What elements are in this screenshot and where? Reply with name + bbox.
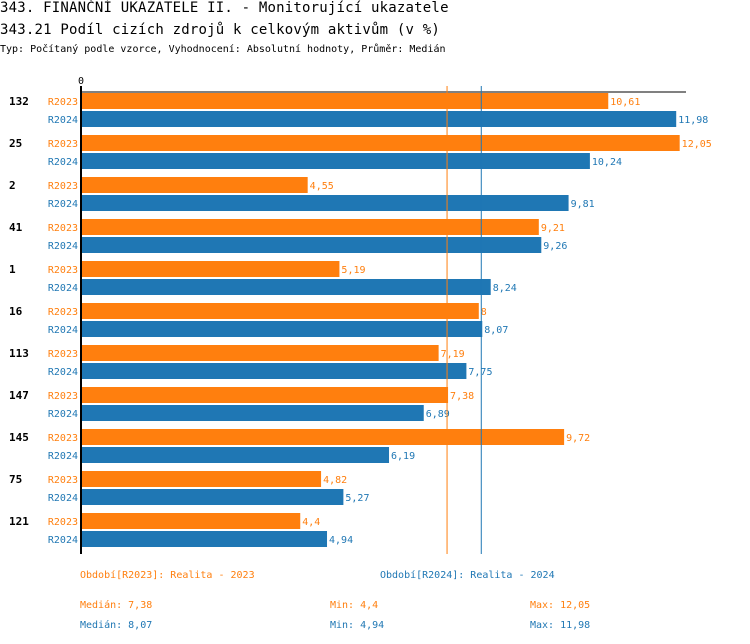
data-label-r2024: 9,81 [571,199,595,210]
bar-r2024 [82,531,328,547]
series-label-r2024: R2024 [48,283,78,294]
bar-r2023 [82,93,609,109]
bar-r2024 [82,153,590,169]
bar-r2023 [82,219,539,235]
data-label-r2024: 8,07 [484,325,508,336]
data-label-r2023: 9,21 [541,223,565,234]
category-label: 147 [9,389,29,402]
series-label-r2024: R2024 [48,367,78,378]
bar-r2024 [82,195,569,211]
data-label-r2023: 7,19 [441,349,465,360]
series-label-r2023: R2023 [48,391,78,402]
category-label: 2 [9,179,16,192]
data-label-r2024: 4,94 [329,535,353,546]
series-label-r2023: R2023 [48,517,78,528]
stat-min-r2023: Min: 4,4 [330,600,379,611]
category-label: 16 [9,305,23,318]
series-label-r2023: R2023 [48,139,78,150]
series-label-r2023: R2023 [48,475,78,486]
page-title: 343. FINANČNÍ UKAZATELE II. - Monitorují… [0,0,449,16]
series-label-r2023: R2023 [48,181,78,192]
bar-r2023 [82,303,479,319]
data-label-r2023: 5,19 [341,265,365,276]
series-label-r2024: R2024 [48,241,78,252]
series-label-r2024: R2024 [48,199,78,210]
bar-r2024 [82,111,677,127]
data-label-r2024: 7,75 [468,367,492,378]
bar-r2023 [82,513,301,529]
series-label-r2024: R2024 [48,493,78,504]
chart-subtitle: 343.21 Podíl cizích zdrojů k celkovým ak… [0,22,441,38]
bar-r2024 [82,447,390,463]
stat-median-r2024: Medián: 8,07 [80,620,153,631]
category-label: 25 [9,137,22,150]
bar-r2023 [82,471,322,487]
category-label: 132 [9,95,29,108]
stat-min-r2024: Min: 4,94 [330,620,385,631]
data-label-r2023: 12,05 [682,139,712,150]
series-label-r2024: R2024 [48,535,78,546]
series-label-r2023: R2023 [48,265,78,276]
data-label-r2024: 8,24 [493,283,517,294]
bar-r2023 [82,387,449,403]
data-label-r2023: 8 [481,307,487,318]
data-label-r2023: 9,72 [566,433,590,444]
category-label: 1 [9,263,16,276]
bar-r2023 [82,261,340,277]
series-label-r2024: R2024 [48,157,78,168]
series-label-r2024: R2024 [48,451,78,462]
data-label-r2024: 5,27 [345,493,369,504]
bar-chart: 0 132 R2023 10,61 R2024 11,98 25 R2023 12,05 R202… [9,76,712,554]
stat-max-r2024: Max: 11,98 [530,620,591,631]
category-label: 145 [9,431,29,444]
data-label-r2023: 4,55 [310,181,334,192]
category-label: 75 [9,473,22,486]
bar-r2024 [82,237,542,253]
series-label-r2023: R2023 [48,97,78,108]
category-label: 41 [9,221,23,234]
bar-r2024 [82,321,483,337]
data-label-r2023: 4,4 [302,517,320,528]
series-label-r2024: R2024 [48,325,78,336]
category-label: 121 [9,515,29,528]
data-label-r2023: 10,61 [610,97,640,108]
data-label-r2024: 10,24 [592,157,622,168]
category-label: 113 [9,347,29,360]
bar-r2024 [82,279,491,295]
series-label-r2023: R2023 [48,223,78,234]
data-label-r2023: 7,38 [450,391,474,402]
chart-info: Typ: Počítaný podle vzorce, Vyhodnocení:… [0,44,446,55]
series-label-r2023: R2023 [48,307,78,318]
series-label-r2023: R2023 [48,433,78,444]
data-label-r2024: 11,98 [678,115,708,126]
data-label-r2024: 6,89 [426,409,450,420]
bar-r2024 [82,363,467,379]
series-label-r2023: R2023 [48,349,78,360]
stat-median-r2023: Medián: 7,38 [80,600,153,611]
legend-r2024: Období[R2024]: Realita - 2024 [380,570,555,581]
data-label-r2023: 4,82 [323,475,347,486]
bar-r2023 [82,429,565,445]
bar-r2024 [82,405,424,421]
series-label-r2024: R2024 [48,409,78,420]
bar-r2023 [82,345,439,361]
bar-r2023 [82,135,680,151]
x-tick-label: 0 [78,76,84,87]
stat-max-r2023: Max: 12,05 [530,600,591,611]
legend-r2023: Období[R2023]: Realita - 2023 [80,570,255,581]
data-label-r2024: 6,19 [391,451,415,462]
bar-r2024 [82,489,344,505]
data-label-r2024: 9,26 [543,241,567,252]
bar-r2023 [82,177,308,193]
series-label-r2024: R2024 [48,115,78,126]
